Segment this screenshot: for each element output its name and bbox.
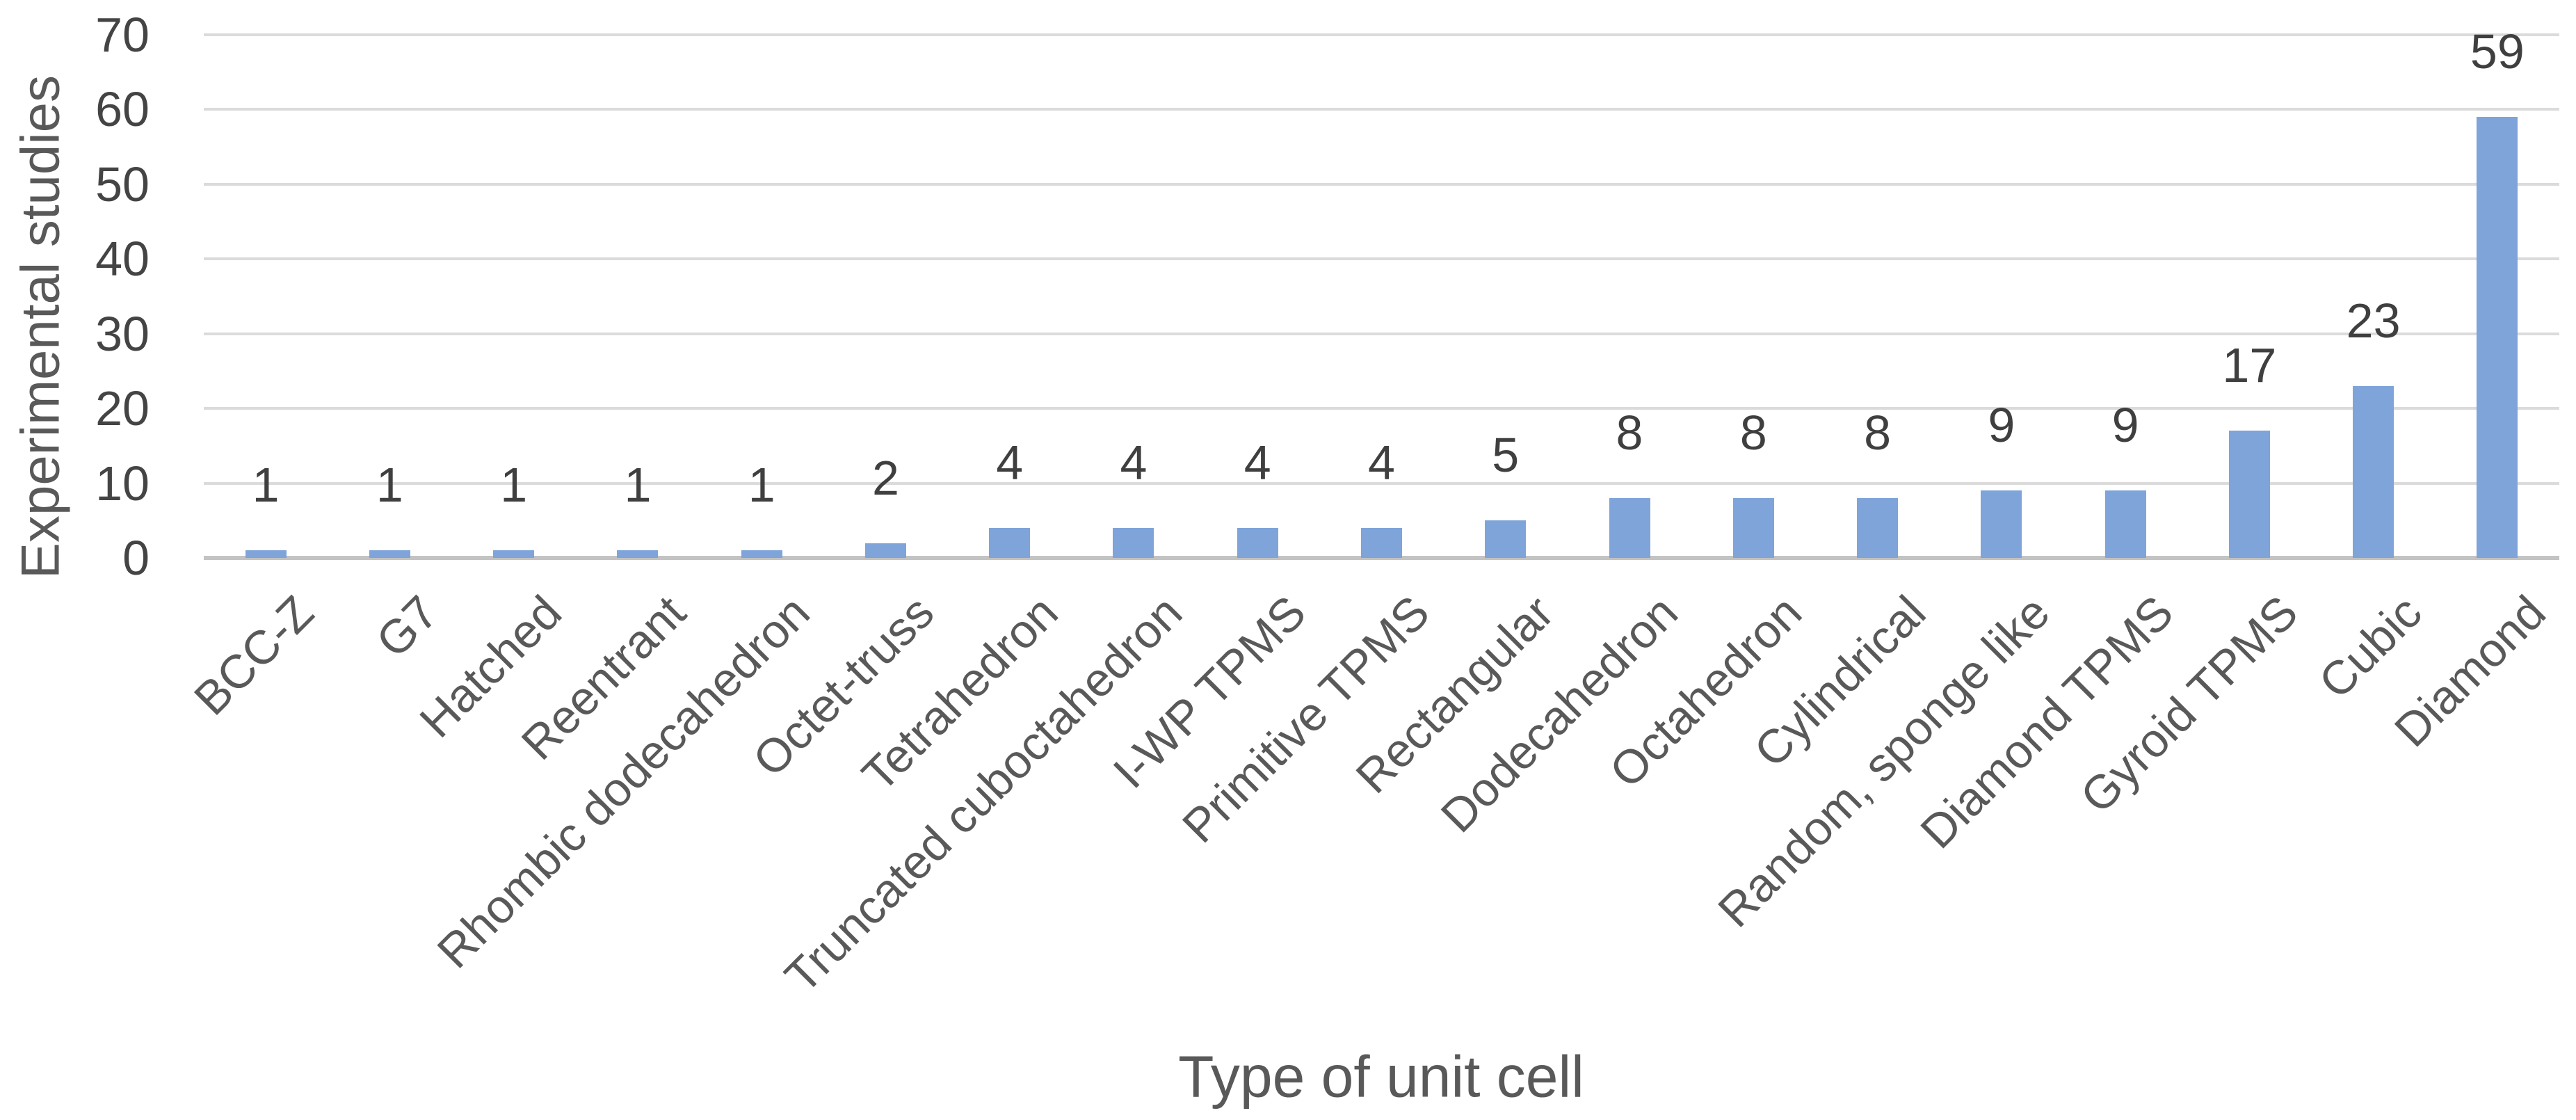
data-label: 17	[2222, 338, 2277, 393]
bar-cubic	[2353, 385, 2394, 558]
bar-gyroid-tpms	[2228, 431, 2270, 558]
y-axis-tick-label: 40	[95, 232, 150, 287]
y-axis-tick-label: 20	[95, 381, 150, 436]
data-label: 5	[1492, 428, 1520, 483]
data-label: 4	[996, 435, 1024, 490]
bar-reentrant	[617, 550, 659, 558]
data-label: 1	[376, 458, 403, 513]
bar-hatched	[493, 550, 535, 558]
data-label: 8	[1864, 406, 1892, 461]
bar-diamond-tpms	[2104, 490, 2146, 558]
gridline-y-40	[204, 257, 2559, 261]
gridline-y-10	[204, 481, 2559, 485]
data-label: 1	[748, 458, 775, 513]
x-axis-category-label: BCC-Z	[184, 586, 324, 726]
data-label: 8	[1616, 406, 1643, 461]
bar-g7	[369, 550, 410, 558]
bar-octet-truss	[864, 543, 906, 558]
data-label: 1	[624, 458, 652, 513]
data-label: 1	[252, 458, 280, 513]
bar-tetrahedron	[989, 528, 1031, 558]
y-axis-title: Experimental studies	[9, 74, 71, 579]
gridline-y-50	[204, 182, 2559, 186]
x-axis-title: Type of unit cell	[1178, 1043, 1584, 1110]
y-axis-tick-label: 50	[95, 157, 150, 211]
bar-primitive-tpms	[1361, 528, 1402, 558]
data-label: 59	[2470, 24, 2525, 79]
data-label: 8	[1739, 406, 1767, 461]
bar-i-wp-tpms	[1237, 528, 1278, 558]
y-axis-tick-label: 60	[95, 82, 150, 137]
y-axis-tick-label: 30	[95, 306, 150, 361]
y-axis-tick-label: 10	[95, 456, 150, 511]
bar-random-sponge-like	[1981, 490, 2022, 558]
data-label: 23	[2346, 293, 2401, 348]
data-label: 4	[1120, 435, 1148, 490]
bar-octahedron	[1732, 498, 1774, 558]
data-label: 9	[2111, 398, 2139, 453]
x-axis-category-label: G7	[366, 586, 449, 668]
gridline-y-70	[204, 33, 2559, 36]
bar-diamond	[2477, 117, 2518, 558]
bar-truncated-cuboctahedron	[1113, 528, 1154, 558]
bar-cylindrical	[1857, 498, 1899, 558]
bar-dodecahedron	[1609, 498, 1650, 558]
y-axis-tick-label: 70	[95, 8, 150, 62]
bar-rhombic-dodecahedron	[741, 550, 782, 558]
data-label: 1	[500, 458, 528, 513]
y-axis-tick-label: 0	[122, 531, 150, 585]
bar-bcc-z	[245, 550, 287, 558]
bar-rectangular	[1485, 520, 1527, 558]
gridline-y-60	[204, 108, 2559, 111]
data-label: 9	[1988, 398, 2015, 453]
x-axis-category-label: Gyroid TPMS	[2070, 586, 2308, 824]
data-label: 4	[1368, 435, 1395, 490]
gridline-y-20	[204, 407, 2559, 410]
gridline-y-30	[204, 332, 2559, 335]
data-label: 2	[871, 450, 899, 505]
data-label: 4	[1243, 435, 1271, 490]
x-axis-line	[204, 556, 2559, 560]
